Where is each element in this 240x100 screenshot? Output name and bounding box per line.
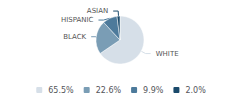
svg-text:WHITE: WHITE	[156, 50, 179, 58]
svg-text:2.0%: 2.0%	[185, 86, 206, 95]
svg-text:BLACK: BLACK	[63, 33, 86, 41]
svg-text:9.9%: 9.9%	[143, 86, 164, 95]
svg-text:22.6%: 22.6%	[96, 86, 122, 95]
svg-text:HISPANIC: HISPANIC	[61, 16, 94, 24]
svg-text:65.5%: 65.5%	[48, 86, 74, 95]
svg-text:ASIAN: ASIAN	[87, 7, 108, 15]
